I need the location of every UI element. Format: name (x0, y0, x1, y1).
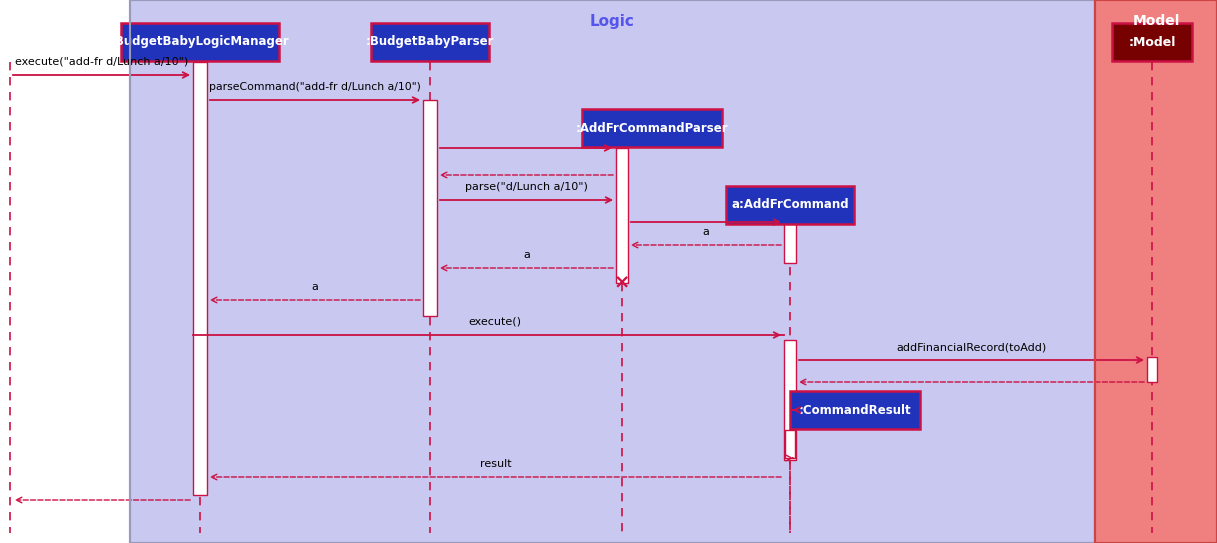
Text: :CommandResult: :CommandResult (798, 403, 912, 416)
Bar (727, 186, 854, 224)
Bar (130, 0, 1095, 543)
Text: addFinancialRecord(toAdd): addFinancialRecord(toAdd) (897, 342, 1047, 352)
Bar (790, 391, 920, 429)
Bar (120, 23, 279, 61)
Text: a: a (702, 227, 710, 237)
Bar (424, 100, 437, 316)
Text: a: a (523, 250, 529, 260)
Text: Model: Model (1132, 14, 1179, 28)
Text: a: a (312, 282, 319, 292)
Bar (616, 148, 628, 283)
Bar (582, 109, 722, 147)
Text: :BudgetBabyParser: :BudgetBabyParser (366, 35, 494, 48)
Text: a:AddFrCommand: a:AddFrCommand (731, 199, 848, 212)
Text: parseCommand("add-fr d/Lunch a/10"): parseCommand("add-fr d/Lunch a/10") (209, 82, 421, 92)
Text: result: result (479, 459, 511, 469)
Bar (371, 23, 489, 61)
Text: :Model: :Model (1128, 35, 1176, 48)
Bar (1146, 357, 1157, 382)
Text: execute(): execute() (469, 317, 522, 327)
Text: parse("d/Lunch a/10"): parse("d/Lunch a/10") (465, 182, 588, 192)
Text: ×: × (613, 274, 630, 293)
Bar (1095, 0, 1217, 543)
Bar (130, 0, 1095, 543)
Bar (194, 62, 207, 495)
Bar (784, 222, 796, 263)
Bar (784, 340, 796, 460)
Text: :AddFrCommandParser: :AddFrCommandParser (576, 122, 728, 135)
Bar (1112, 23, 1191, 61)
Bar (785, 430, 795, 458)
Text: :BudgetBabyLogicManager: :BudgetBabyLogicManager (111, 35, 290, 48)
Bar (1095, 0, 1217, 543)
Text: execute("add-fr d/Lunch a/10"): execute("add-fr d/Lunch a/10") (15, 57, 189, 67)
Text: Logic: Logic (590, 14, 635, 29)
